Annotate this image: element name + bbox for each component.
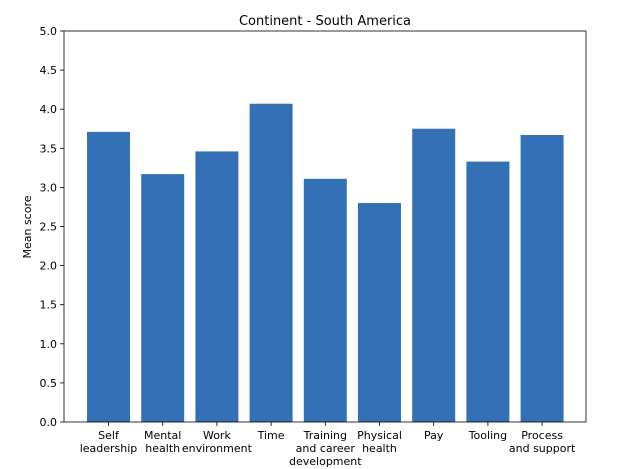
bar [303, 178, 347, 422]
x-tick-label-line: Time [257, 429, 285, 442]
x-tick-label-line: Mental [144, 429, 181, 442]
bar [141, 174, 185, 422]
x-tick-label: Work environment [182, 429, 253, 455]
x-tick-label: Self leadership [80, 429, 138, 455]
y-tick-label: 3.0 [40, 181, 58, 194]
x-tick-label-line: and support [509, 442, 576, 455]
x-tick-label-line: Self [98, 429, 120, 442]
bar [412, 128, 456, 422]
bar [466, 161, 510, 422]
x-tick-label-line: leadership [80, 442, 138, 455]
y-tick-label: 0.5 [40, 377, 58, 390]
x-tick-label: Mental health [144, 429, 181, 455]
chart-title: Continent - South America [239, 14, 411, 29]
y-tick-label: 2.5 [40, 221, 58, 234]
x-tick-label-line: environment [182, 442, 253, 455]
bar [249, 103, 293, 422]
y-axis-ticks: 0.0 0.5 1.0 1.5 2.0 2.5 3.0 3.5 4.0 4.5 5.0 [40, 25, 64, 429]
y-axis-label: Mean score [21, 195, 34, 258]
plot-frame [63, 30, 587, 423]
x-tick-label: Physical health [357, 429, 402, 455]
x-tick-label-line: Physical [357, 429, 402, 442]
y-tick-label: 4.5 [40, 64, 58, 77]
y-tick-label: 0.0 [40, 416, 58, 429]
bar [195, 151, 239, 423]
x-tick-label: Tooling [468, 429, 507, 442]
bar [520, 135, 564, 423]
x-tick-label-line: Training [303, 429, 347, 442]
x-tick-label-line: health [362, 442, 397, 455]
bar [87, 131, 130, 423]
y-tick-label: 2.0 [40, 260, 58, 273]
y-tick-label: 3.5 [40, 142, 58, 155]
x-tick-label-line: and career [296, 442, 356, 455]
y-tick-label: 5.0 [40, 25, 58, 38]
x-tick-label-line: Pay [424, 429, 444, 442]
bars-group [87, 103, 564, 423]
x-tick-label: Training and career development [289, 429, 362, 468]
x-tick-label: Pay [424, 429, 444, 442]
y-tick-label: 1.0 [40, 338, 58, 351]
x-tick-label: Process and support [509, 429, 576, 455]
x-tick-label-line: Process [521, 429, 563, 442]
y-tick-label: 1.5 [40, 299, 58, 312]
x-tick-label-line: development [289, 455, 362, 468]
x-tick-label-line: Work [203, 429, 231, 442]
x-tick-label: Time [257, 429, 285, 442]
y-tick-label: 4.0 [40, 103, 58, 116]
bar [358, 203, 401, 422]
x-tick-label-line: health [145, 442, 180, 455]
x-tick-label-line: Tooling [468, 429, 507, 442]
